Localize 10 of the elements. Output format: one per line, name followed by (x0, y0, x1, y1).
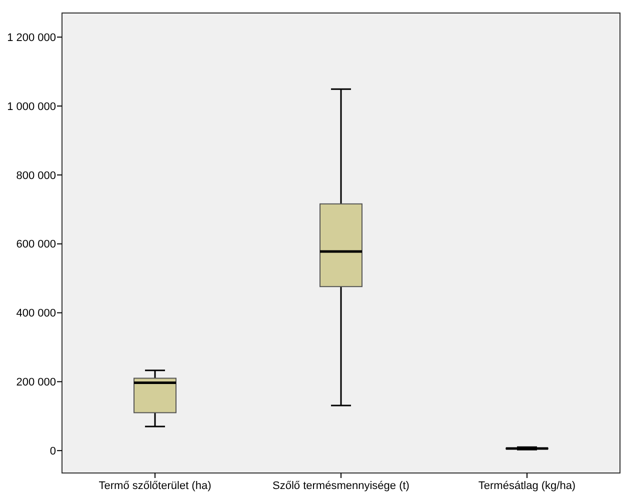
y-tick-label: 1 000 000 (7, 100, 56, 113)
y-tick-label: 200 000 (16, 376, 56, 389)
y-tick-label: 600 000 (16, 238, 56, 251)
y-tick-label: 1 200 000 (7, 32, 56, 44)
y-tick-label: 0 (50, 445, 56, 458)
x-tick-label: Termésátlag (kg/ha) (478, 480, 576, 492)
x-tick-label: Szőlő termésmennyisége (t) (272, 480, 410, 492)
y-tick-label: 800 000 (16, 170, 56, 182)
x-tick-label: Termő szőlőterület (ha) (98, 480, 212, 492)
y-tick-label: 400 000 (16, 308, 56, 320)
